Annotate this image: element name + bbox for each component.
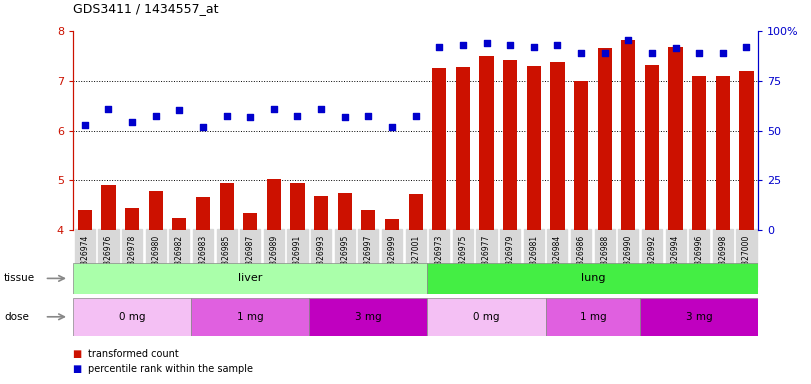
Text: 3 mg: 3 mg — [355, 312, 382, 322]
Point — [457, 41, 470, 48]
Bar — [385, 219, 399, 230]
Text: ■: ■ — [73, 349, 85, 359]
Point — [504, 41, 517, 48]
Text: transformed count: transformed count — [88, 349, 178, 359]
Bar — [73, 298, 191, 336]
Bar — [314, 197, 328, 230]
Text: tissue: tissue — [4, 273, 35, 283]
Bar — [598, 48, 611, 230]
Bar — [740, 71, 753, 230]
Point — [102, 106, 115, 112]
Bar — [361, 210, 375, 230]
Text: liver: liver — [238, 273, 263, 283]
Point — [268, 106, 281, 112]
Text: lung: lung — [581, 273, 605, 283]
Bar — [196, 197, 210, 230]
Point — [149, 113, 162, 119]
Bar — [479, 56, 494, 230]
Point — [646, 50, 659, 56]
Text: 1 mg: 1 mg — [237, 312, 264, 322]
Point — [433, 44, 446, 50]
Text: 3 mg: 3 mg — [686, 312, 713, 322]
Point — [385, 124, 398, 130]
Point — [315, 106, 328, 112]
Text: 1 mg: 1 mg — [580, 312, 606, 322]
Point — [79, 121, 92, 127]
Point — [574, 50, 587, 56]
Bar — [621, 40, 635, 230]
Bar — [172, 218, 187, 230]
Bar — [546, 298, 640, 336]
Text: 0 mg: 0 mg — [119, 312, 145, 322]
Bar — [551, 62, 564, 230]
Point — [362, 113, 375, 119]
Bar — [73, 263, 427, 294]
Bar — [337, 193, 352, 230]
Point — [551, 41, 564, 48]
Text: dose: dose — [4, 312, 29, 322]
Bar — [432, 68, 446, 230]
Point — [196, 124, 209, 130]
Bar — [78, 210, 92, 230]
Point — [716, 50, 729, 56]
Point — [220, 113, 233, 119]
Point — [480, 40, 493, 46]
Point — [126, 119, 139, 125]
Point — [693, 50, 706, 56]
Bar — [503, 60, 517, 230]
Bar — [427, 263, 758, 294]
Text: 0 mg: 0 mg — [474, 312, 500, 322]
Bar — [526, 66, 541, 230]
Bar — [574, 81, 588, 230]
Bar — [456, 67, 470, 230]
Bar — [309, 298, 427, 336]
Bar — [645, 65, 659, 230]
Bar — [243, 213, 257, 230]
Bar — [101, 185, 115, 230]
Bar — [125, 208, 139, 230]
Bar — [668, 47, 683, 230]
Bar — [220, 183, 234, 230]
Point — [622, 36, 635, 43]
Bar — [290, 183, 305, 230]
Bar — [191, 298, 309, 336]
Bar — [716, 76, 730, 230]
Bar — [640, 298, 758, 336]
Point — [244, 114, 257, 120]
Point — [173, 106, 186, 113]
Point — [527, 44, 540, 50]
Point — [291, 113, 304, 119]
Text: GDS3411 / 1434557_at: GDS3411 / 1434557_at — [73, 2, 218, 15]
Point — [599, 50, 611, 56]
Bar — [267, 179, 281, 230]
Bar — [148, 192, 163, 230]
Bar — [427, 298, 546, 336]
Point — [669, 45, 682, 51]
Text: percentile rank within the sample: percentile rank within the sample — [88, 364, 252, 374]
Bar — [409, 194, 423, 230]
Bar — [692, 76, 706, 230]
Point — [410, 113, 423, 119]
Text: ■: ■ — [73, 364, 85, 374]
Point — [740, 44, 753, 50]
Point — [338, 114, 351, 120]
